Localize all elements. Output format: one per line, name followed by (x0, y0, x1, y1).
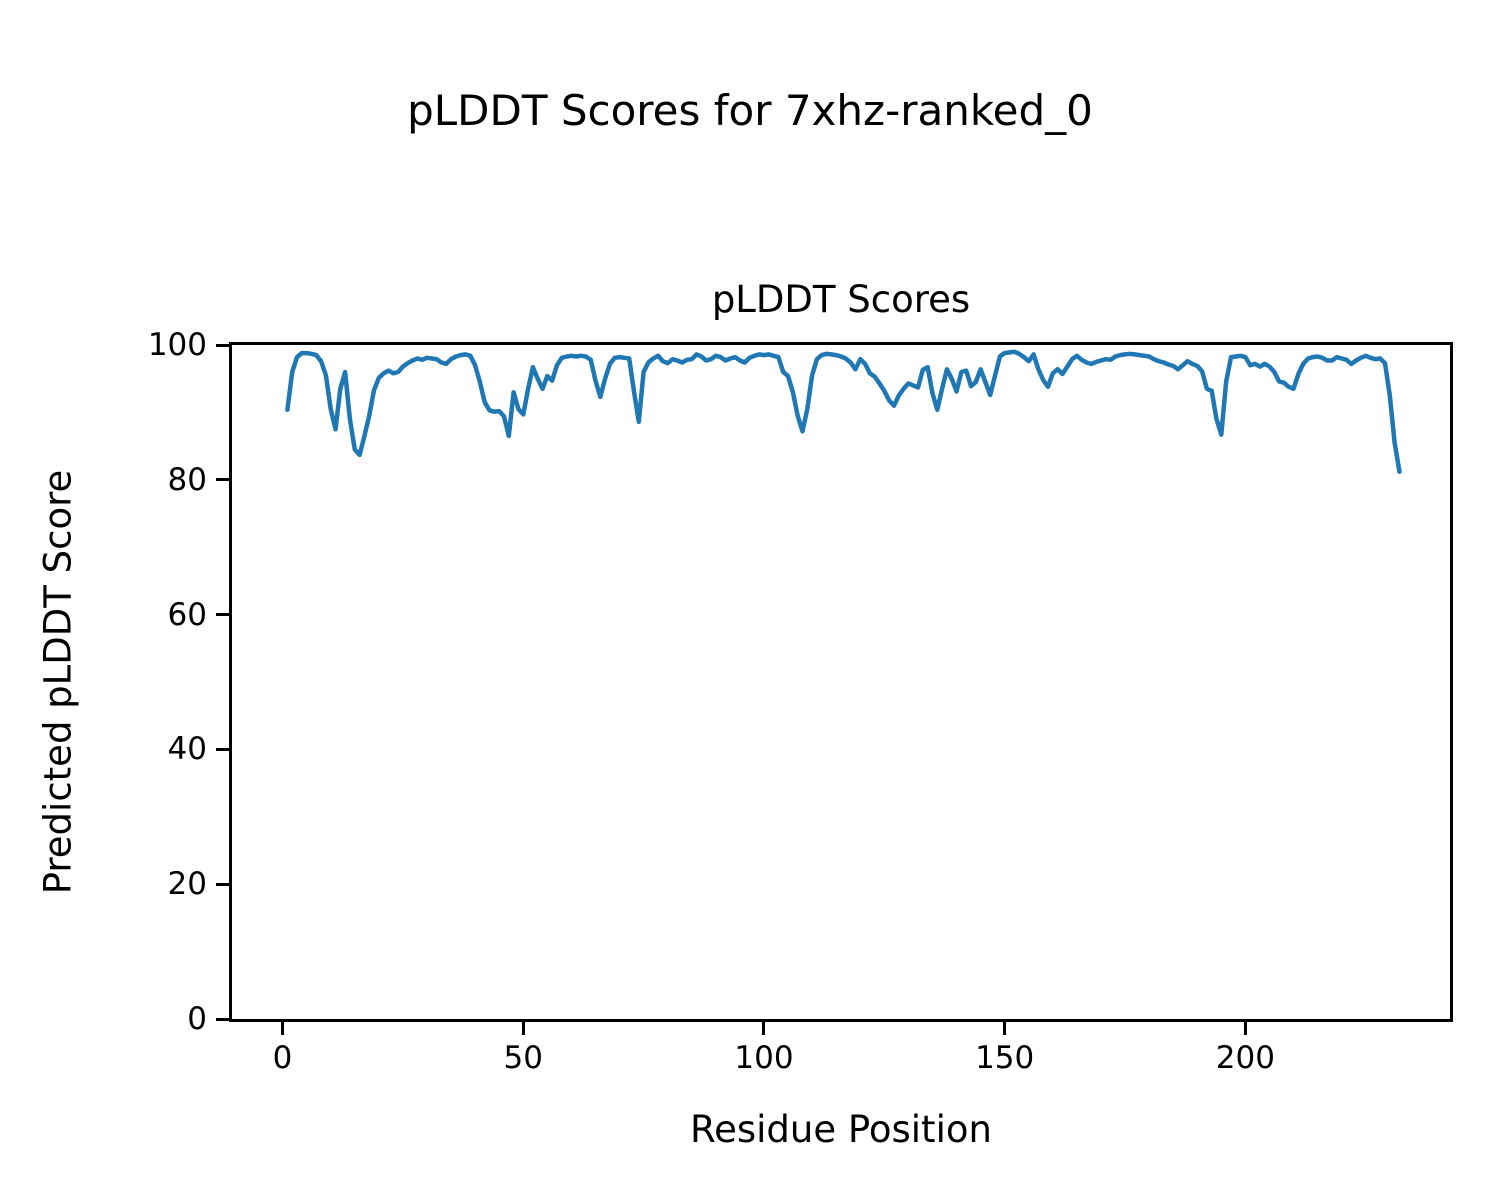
y-axis-label: Predicted pLDDT Score (36, 469, 80, 895)
y-tick-label: 20 (167, 866, 207, 903)
x-tick-mark (521, 1022, 525, 1035)
plddt-line-chart (285, 349, 1402, 474)
y-tick-mark (216, 1017, 229, 1021)
y-tick-mark (216, 882, 229, 886)
x-tick-label: 150 (975, 1040, 1035, 1076)
x-tick-label: 200 (1215, 1040, 1275, 1076)
x-tick-label: 50 (503, 1040, 543, 1076)
x-axis-label: Residue Position (690, 1108, 992, 1151)
y-tick-label: 40 (167, 731, 207, 768)
y-tick-label: 0 (187, 1001, 207, 1037)
y-tick-label: 80 (167, 461, 207, 498)
y-tick-label: 60 (167, 596, 207, 633)
y-tick-mark (216, 343, 229, 347)
x-tick-mark (1003, 1022, 1007, 1035)
figure-suptitle: pLDDT Scores for 7xhz-ranked_0 (407, 86, 1093, 135)
x-tick-label: 0 (272, 1040, 293, 1076)
x-tick-mark (762, 1022, 766, 1035)
y-tick-mark (216, 747, 229, 751)
axes-title: pLDDT Scores (711, 278, 971, 321)
x-tick-label: 100 (734, 1040, 794, 1076)
y-tick-mark (216, 478, 229, 482)
y-tick-label: 100 (147, 327, 207, 363)
plddt-line (285, 349, 1402, 474)
x-tick-mark (281, 1022, 285, 1035)
x-tick-mark (1243, 1022, 1247, 1035)
plot-area (229, 342, 1453, 1022)
y-tick-mark (216, 613, 229, 617)
